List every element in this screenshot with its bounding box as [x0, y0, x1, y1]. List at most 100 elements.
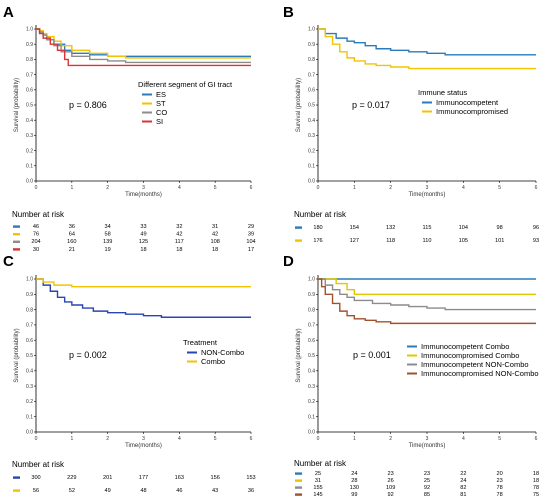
- risk-count: 229: [67, 475, 76, 481]
- risk-row-color: [295, 239, 302, 242]
- y-tick-label: 0.6: [26, 88, 33, 94]
- x-axis-label: Time(months): [409, 443, 446, 449]
- risk-row-color: [13, 476, 20, 479]
- panel-D: D0.00.10.20.30.40.50.60.70.80.91.00 1 2 3 4 5…: [283, 253, 539, 498]
- km-curve-non-combo: [36, 278, 251, 318]
- y-tick-label: 0.3: [26, 384, 33, 390]
- p-value: p = 0.017: [352, 100, 390, 110]
- risk-row-color: [295, 479, 302, 482]
- y-tick-label: 0.3: [308, 384, 315, 390]
- risk-row-color: [13, 248, 20, 251]
- y-axis-label: Survival (probability): [296, 328, 302, 382]
- x-tick-label: 2: [389, 185, 392, 191]
- risk-table: Number at risk 46 36 34 33 32 31 29 76 64 58 49 42 42…: [12, 210, 256, 253]
- risk-count: 43: [212, 488, 218, 494]
- km-curve-immunocompromised-combo: [318, 278, 536, 295]
- y-tick-label: 0.0: [308, 430, 315, 436]
- legend-title: Treatment: [183, 338, 218, 347]
- risk-table: Number at risk 25 24 23 23 22 20 18 31 28 26 25 24 23…: [294, 459, 539, 498]
- x-tick-label: 5: [498, 185, 501, 191]
- risk-count: 125: [139, 239, 148, 245]
- risk-table-title: Number at risk: [12, 210, 65, 219]
- risk-count: 49: [105, 488, 111, 494]
- risk-row-color: [13, 225, 20, 228]
- legend-item: Immunocompetent NON-Combo: [421, 360, 529, 369]
- x-tick-label: 1: [353, 185, 356, 191]
- risk-table-title: Number at risk: [12, 460, 65, 469]
- risk-count: 160: [67, 239, 76, 245]
- risk-table-title: Number at risk: [294, 459, 347, 468]
- risk-count: 23: [424, 471, 430, 477]
- y-tick-label: 0.4: [308, 118, 315, 124]
- x-tick-label: 3: [142, 185, 145, 191]
- x-tick-label: 6: [250, 436, 253, 442]
- y-tick-label: 0.7: [26, 72, 33, 78]
- y-tick-label: 0.5: [308, 353, 315, 359]
- y-tick-label: 0.1: [26, 164, 33, 170]
- y-tick-label: 0.1: [26, 414, 33, 420]
- risk-count: 21: [69, 247, 75, 253]
- panel-A: A0.00.10.20.30.40.50.60.70.80.91.00 1 2 3 4 5…: [3, 4, 256, 253]
- risk-count: 17: [248, 247, 254, 253]
- panel-letter: D: [283, 253, 294, 270]
- x-axis-label: Time(months): [125, 192, 162, 198]
- km-curve-immunocompromised-non-combo: [318, 278, 536, 325]
- y-axis-label: Survival (probability): [296, 78, 302, 132]
- risk-table: Number at risk 300 229 201 177 163 156 153 56 52 4…: [12, 460, 256, 494]
- risk-count: 49: [140, 232, 146, 238]
- risk-count: 23: [497, 478, 503, 484]
- risk-count: 108: [210, 239, 219, 245]
- risk-count: 33: [140, 224, 146, 230]
- risk-count: 117: [175, 239, 184, 245]
- x-axis-label: Time(months): [409, 192, 446, 198]
- x-tick-label: 4: [178, 436, 181, 442]
- risk-count: 52: [69, 488, 75, 494]
- legend-item: NON-Combo: [201, 348, 244, 357]
- y-tick-label: 0.9: [308, 292, 315, 298]
- y-tick-label: 0.4: [308, 369, 315, 375]
- y-tick-label: 0.9: [26, 292, 33, 298]
- y-tick-label: 0.6: [308, 88, 315, 94]
- risk-count: 109: [386, 485, 395, 491]
- x-tick-label: 5: [214, 185, 217, 191]
- risk-count: 23: [388, 471, 394, 477]
- y-tick-label: 0.1: [308, 414, 315, 420]
- risk-row-color: [295, 486, 302, 489]
- legend-item: SI: [156, 117, 163, 126]
- panel-B: B 0.0 0.1 0.2 0.3 0.4 0.5 0.6 0.7 0.8 0.9 1.0 0 1 2 3 4 5…: [283, 4, 539, 244]
- y-tick-label: 0.8: [26, 57, 33, 63]
- legend-item: Immunocompromised: [436, 107, 508, 116]
- risk-count: 105: [459, 238, 468, 244]
- risk-count: 176: [313, 238, 322, 244]
- risk-count: 99: [351, 492, 357, 498]
- risk-count: 46: [33, 224, 39, 230]
- x-tick-label: 2: [106, 436, 109, 442]
- risk-count: 76: [33, 232, 39, 238]
- y-tick-label: 0.5: [26, 353, 33, 359]
- risk-count: 20: [497, 471, 503, 477]
- risk-count: 177: [139, 475, 148, 481]
- risk-count: 163: [175, 475, 184, 481]
- risk-count: 118: [386, 238, 395, 244]
- y-tick-label: 0.3: [26, 133, 33, 139]
- risk-count: 78: [533, 485, 539, 491]
- y-tick-label: 1.0: [26, 277, 33, 283]
- risk-count: 110: [423, 238, 432, 244]
- risk-count: 18: [533, 478, 539, 484]
- panel-letter: C: [3, 253, 14, 270]
- y-tick-label: 1.0: [26, 27, 33, 33]
- risk-count: 115: [423, 225, 432, 231]
- y-tick-label: 0.8: [308, 57, 315, 63]
- x-tick-label: 0: [35, 436, 38, 442]
- y-tick-label: 0.9: [308, 42, 315, 48]
- x-tick-label: 0: [317, 436, 320, 442]
- risk-count: 58: [105, 232, 111, 238]
- y-tick-label: 0.6: [26, 338, 33, 344]
- risk-count: 24: [460, 478, 466, 484]
- panel-letter: B: [283, 4, 294, 21]
- risk-count: 93: [533, 238, 539, 244]
- risk-count: 18: [176, 247, 182, 253]
- risk-count: 28: [351, 478, 357, 484]
